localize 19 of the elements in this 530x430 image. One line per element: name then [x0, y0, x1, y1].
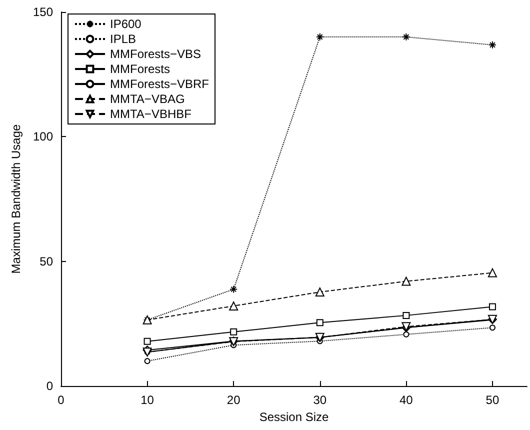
legend-label: IP600 [110, 17, 142, 31]
legend-label: MMForests−VBRF [110, 77, 210, 91]
x-tick-label: 50 [486, 393, 500, 407]
x-tick-label: 0 [58, 393, 65, 407]
legend-label: IPLB [110, 32, 136, 46]
legend-label: MMTA−VBAG [110, 92, 185, 106]
y-axis-title: Maximum Bandwidth Usage [9, 124, 24, 274]
x-axis-title: Session Size [259, 410, 330, 424]
legend-label: MMTA−VBHBF [110, 107, 192, 121]
y-tick-label: 150 [32, 5, 54, 19]
legend-label: MMForests [110, 62, 170, 76]
x-tick-label: 40 [400, 393, 414, 407]
x-tick-label: 10 [140, 393, 154, 407]
y-tick-label: 50 [40, 254, 54, 268]
legend-label: MMForests−VBS [110, 47, 202, 61]
x-tick-label: 20 [226, 393, 241, 407]
x-tick-label: 30 [313, 393, 327, 407]
y-tick-label: 100 [32, 130, 54, 144]
y-tick-label: 0 [46, 379, 54, 393]
